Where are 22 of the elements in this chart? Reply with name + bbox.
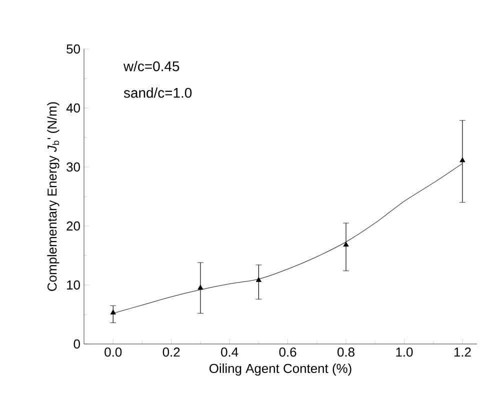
y-tick-label: 20 <box>66 221 80 231</box>
x-tick-label: 0.2 <box>162 348 180 357</box>
x-tick-label: 0.6 <box>279 348 296 357</box>
y-tick-label: 40 <box>66 103 80 113</box>
point <box>460 157 466 162</box>
y-tick-label: 10 <box>67 280 80 290</box>
y-tick-label: 50 <box>66 44 80 54</box>
point <box>110 310 116 314</box>
point <box>198 284 204 290</box>
point <box>256 277 262 282</box>
x-tick-label: 0.4 <box>221 348 238 357</box>
x-tick-label: 0.0 <box>104 348 122 357</box>
annotation: sand/c=1.0 <box>124 88 192 98</box>
annotation: w/c=0.45 <box>123 60 180 72</box>
y-tick-label: 0 <box>74 339 80 349</box>
x-tick-label: 1.0 <box>396 348 413 357</box>
x-axis-title: Oiling Agent Content (%) <box>209 364 352 376</box>
y-tick-label: 30 <box>66 162 80 172</box>
x-tick-label: 0.8 <box>338 348 354 357</box>
y-axis-title: Complementary Energy J$_{b}$' (N/m) <box>47 102 60 291</box>
point <box>343 242 349 247</box>
x-tick-label: 1.2 <box>454 348 471 357</box>
